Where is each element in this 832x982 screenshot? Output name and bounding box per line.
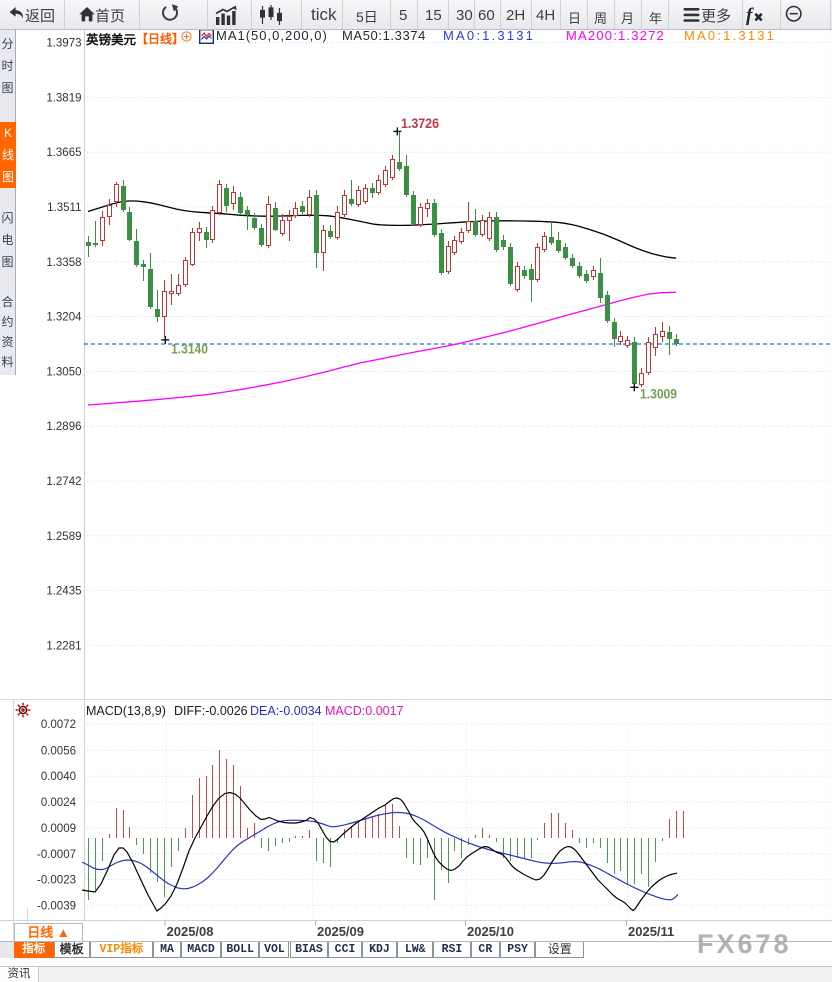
svg-text:0.0024: 0.0024 — [41, 797, 77, 809]
svg-text:1.3204: 1.3204 — [46, 312, 82, 324]
svg-text:1.3358: 1.3358 — [46, 257, 81, 269]
svg-text:MACD(13,8,9): MACD(13,8,9) — [86, 704, 166, 718]
svg-text:1.3511: 1.3511 — [47, 202, 81, 214]
svg-text:1.2435: 1.2435 — [46, 586, 81, 598]
svg-text:DEA:-0.0034: DEA:-0.0034 — [250, 704, 322, 718]
svg-text:0.0040: 0.0040 — [41, 771, 76, 783]
svg-text:1.2896: 1.2896 — [46, 421, 81, 433]
svg-text:1.3009: 1.3009 — [640, 387, 677, 402]
svg-text:2025/09: 2025/09 — [317, 924, 364, 939]
svg-text:1.2742: 1.2742 — [46, 476, 81, 488]
svg-text:1.3973: 1.3973 — [46, 38, 81, 50]
svg-text:1.2589: 1.2589 — [46, 531, 81, 543]
svg-text:2025/08: 2025/08 — [167, 924, 214, 939]
svg-text:2025/10: 2025/10 — [467, 924, 514, 939]
svg-text:0.0056: 0.0056 — [41, 745, 76, 757]
svg-text:-0.0023: -0.0023 — [37, 874, 76, 886]
svg-text:0.0072: 0.0072 — [41, 719, 76, 731]
svg-text:-0.0039: -0.0039 — [37, 900, 76, 912]
svg-text:1.3726: 1.3726 — [401, 116, 439, 131]
svg-text:DIFF:-0.0026: DIFF:-0.0026 — [174, 704, 248, 718]
svg-text:2025/11: 2025/11 — [628, 924, 674, 939]
svg-text:1.3050: 1.3050 — [46, 366, 81, 378]
svg-text:MACD:0.0017: MACD:0.0017 — [325, 704, 404, 718]
svg-text:-0.0007: -0.0007 — [37, 849, 76, 861]
svg-text:1.3819: 1.3819 — [46, 92, 81, 104]
svg-text:1.3665: 1.3665 — [46, 147, 81, 159]
svg-text:f: f — [746, 5, 754, 26]
svg-text:1.2281: 1.2281 — [46, 640, 81, 652]
svg-text:1.3140: 1.3140 — [171, 342, 208, 357]
svg-text:0.0009: 0.0009 — [41, 823, 76, 835]
